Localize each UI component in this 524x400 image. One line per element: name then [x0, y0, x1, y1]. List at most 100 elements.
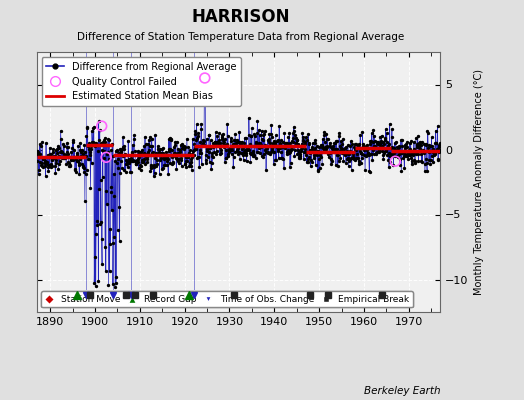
- Point: [140, 143, 148, 149]
- Point: [421, 161, 429, 168]
- Point: [277, 155, 286, 161]
- Point: [268, 145, 277, 151]
- Point: [240, 140, 248, 146]
- Point: [118, 164, 126, 171]
- Point: [430, 151, 439, 158]
- Point: [58, 154, 67, 160]
- Point: [318, 142, 326, 148]
- Point: [375, 149, 383, 156]
- Point: [417, 151, 425, 158]
- Point: [212, 141, 220, 148]
- Point: [393, 144, 401, 150]
- Point: [267, 131, 275, 137]
- Point: [374, 145, 383, 151]
- Point: [287, 160, 295, 166]
- Point: [96, 221, 104, 227]
- Point: [210, 148, 219, 155]
- Point: [431, 128, 440, 134]
- Point: [33, 158, 41, 164]
- Point: [332, 146, 341, 152]
- Point: [352, 147, 360, 154]
- Point: [185, 150, 194, 156]
- Point: [76, 140, 84, 146]
- Point: [298, 130, 307, 136]
- Point: [223, 152, 232, 159]
- Point: [49, 154, 58, 160]
- Point: [153, 157, 161, 164]
- Point: [45, 162, 53, 168]
- Point: [274, 148, 282, 154]
- Point: [59, 155, 68, 162]
- Point: [35, 167, 43, 174]
- Point: [291, 132, 299, 139]
- Point: [177, 157, 185, 163]
- Point: [184, 152, 193, 158]
- Point: [373, 140, 381, 146]
- Point: [247, 133, 255, 140]
- Point: [283, 146, 292, 153]
- Point: [170, 150, 178, 156]
- Point: [196, 146, 204, 153]
- Point: [63, 144, 71, 150]
- Point: [278, 144, 286, 150]
- Point: [220, 139, 228, 145]
- Point: [255, 127, 263, 133]
- Point: [90, 124, 98, 130]
- Point: [111, 148, 119, 154]
- Point: [386, 159, 394, 165]
- Point: [38, 163, 47, 170]
- Point: [169, 160, 177, 166]
- Point: [45, 154, 53, 160]
- Point: [149, 173, 158, 179]
- Point: [348, 140, 356, 147]
- Point: [196, 150, 205, 156]
- Point: [295, 149, 303, 156]
- Point: [277, 149, 285, 155]
- Point: [178, 141, 187, 148]
- Point: [147, 162, 155, 168]
- Point: [280, 165, 288, 171]
- Point: [66, 162, 74, 168]
- Point: [48, 156, 56, 163]
- Point: [429, 149, 437, 155]
- Point: [383, 139, 391, 145]
- Point: [161, 155, 170, 162]
- Point: [115, 150, 123, 156]
- Point: [81, 148, 90, 155]
- Point: [89, 125, 97, 131]
- Point: [369, 151, 378, 158]
- Point: [187, 159, 195, 166]
- Point: [265, 139, 273, 146]
- Point: [258, 153, 266, 160]
- Point: [158, 146, 167, 152]
- Point: [156, 156, 165, 163]
- Point: [335, 133, 343, 139]
- Point: [257, 144, 265, 150]
- Point: [407, 138, 415, 144]
- Point: [140, 151, 149, 158]
- Point: [249, 148, 257, 154]
- Point: [416, 146, 424, 153]
- Point: [102, 154, 111, 160]
- Point: [40, 154, 48, 161]
- Point: [385, 164, 393, 170]
- Point: [105, 156, 113, 162]
- Point: [100, 154, 108, 161]
- Point: [329, 142, 337, 149]
- Point: [382, 148, 390, 154]
- Point: [435, 148, 444, 155]
- Point: [333, 138, 341, 144]
- Point: [405, 147, 413, 154]
- Point: [333, 152, 341, 158]
- Point: [376, 134, 384, 141]
- Point: [216, 140, 224, 146]
- Point: [238, 152, 247, 159]
- Point: [302, 152, 310, 158]
- Point: [97, 177, 105, 183]
- Point: [358, 155, 366, 162]
- Point: [124, 158, 133, 164]
- Point: [214, 140, 222, 146]
- Point: [107, 189, 116, 195]
- Point: [138, 146, 147, 153]
- Point: [197, 126, 205, 132]
